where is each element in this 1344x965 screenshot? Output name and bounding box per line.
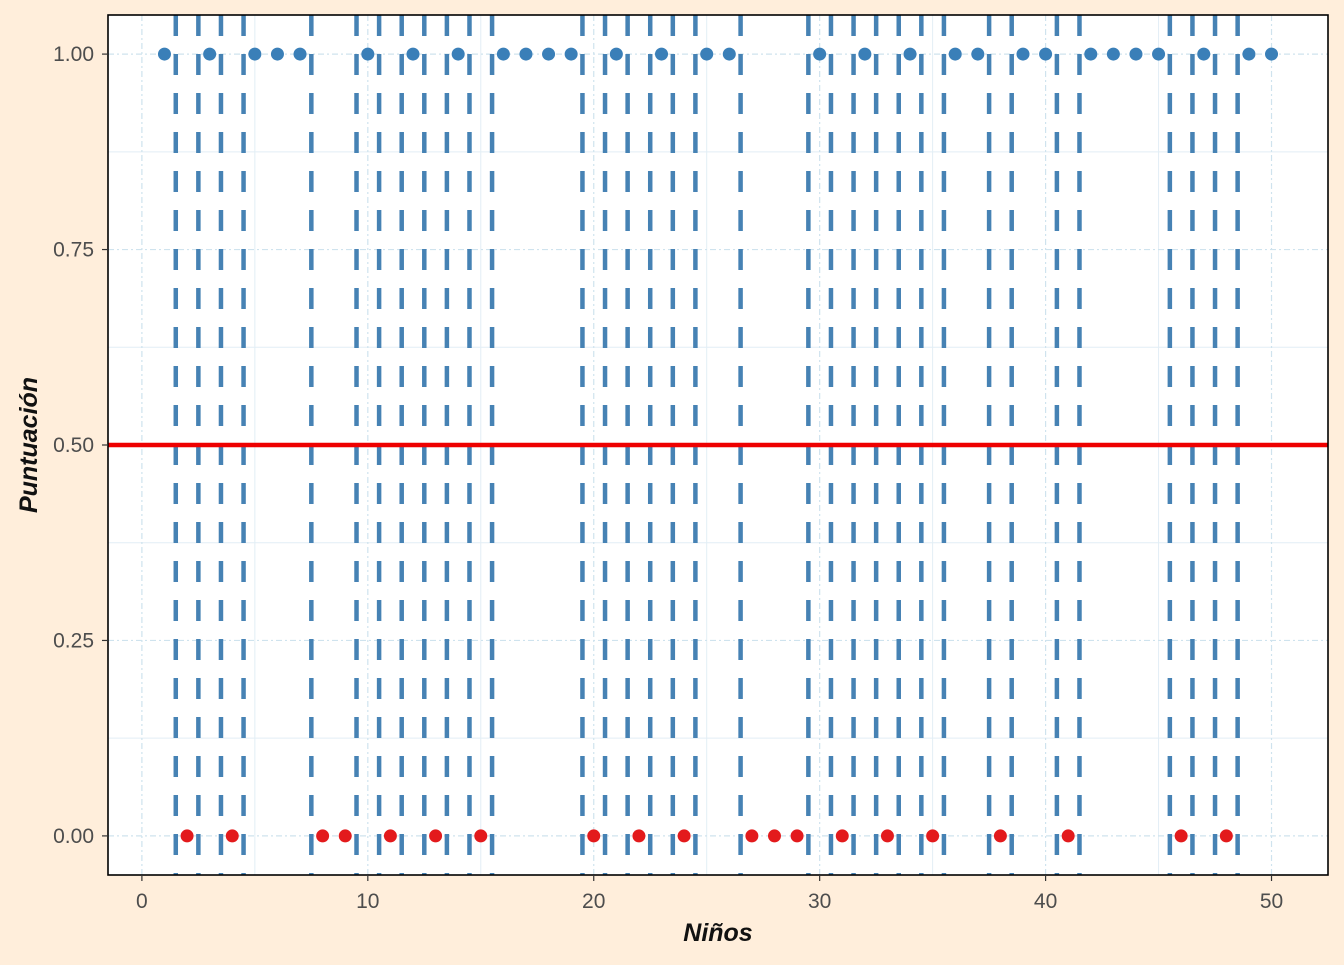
data-point [361, 47, 375, 61]
x-axis-label: Niños [683, 919, 753, 947]
data-point [926, 829, 940, 843]
data-point [700, 47, 714, 61]
data-point [993, 829, 1007, 843]
data-point [429, 829, 443, 843]
data-point [1265, 47, 1279, 61]
data-point [564, 47, 578, 61]
data-point [790, 829, 804, 843]
data-points [157, 47, 1279, 843]
x-tick-label: 50 [1260, 890, 1283, 913]
data-point [835, 829, 849, 843]
y-axis-label: Puntuación [15, 377, 43, 513]
axes: 0 10 20 30 40 50 0.00 0.25 0.50 0.75 1.00 [53, 43, 1283, 913]
data-point [1174, 829, 1188, 843]
x-tick-label: 40 [1034, 890, 1057, 913]
data-point [745, 829, 759, 843]
x-tick-label: 20 [582, 890, 605, 913]
data-point [1084, 47, 1098, 61]
data-point [1197, 47, 1211, 61]
data-point [903, 47, 917, 61]
data-point [880, 829, 894, 843]
data-point [406, 47, 420, 61]
data-point [383, 829, 397, 843]
data-point [813, 47, 827, 61]
data-point [316, 829, 330, 843]
y-tick-label: 0.50 [53, 434, 94, 457]
data-point [157, 47, 171, 61]
x-tick-label: 10 [356, 890, 379, 913]
y-tick-label: 1.00 [53, 43, 94, 66]
data-point [1152, 47, 1166, 61]
x-tick-label: 30 [808, 890, 831, 913]
data-point [338, 829, 352, 843]
data-point [496, 47, 510, 61]
y-tick-label: 0.25 [53, 629, 94, 652]
data-point [1242, 47, 1256, 61]
data-point [519, 47, 533, 61]
y-tick-label: 0.75 [53, 239, 94, 262]
data-point [1106, 47, 1120, 61]
data-point [948, 47, 962, 61]
data-point [1016, 47, 1030, 61]
data-point [293, 47, 307, 61]
data-point [767, 829, 781, 843]
data-point [1219, 829, 1233, 843]
data-point [1061, 829, 1075, 843]
data-point [203, 47, 217, 61]
x-tick-label: 0 [136, 890, 148, 913]
data-point [971, 47, 985, 61]
data-point [1129, 47, 1143, 61]
y-tick-label: 0.00 [53, 825, 94, 848]
data-point [609, 47, 623, 61]
data-point [722, 47, 736, 61]
data-point [180, 829, 194, 843]
data-point [655, 47, 669, 61]
data-point [474, 829, 488, 843]
data-point [858, 47, 872, 61]
data-point [587, 829, 601, 843]
data-point [248, 47, 262, 61]
data-point [1039, 47, 1053, 61]
data-point [632, 829, 646, 843]
data-point [542, 47, 556, 61]
data-point [270, 47, 284, 61]
data-point [225, 829, 239, 843]
data-point [677, 829, 691, 843]
data-point [451, 47, 465, 61]
